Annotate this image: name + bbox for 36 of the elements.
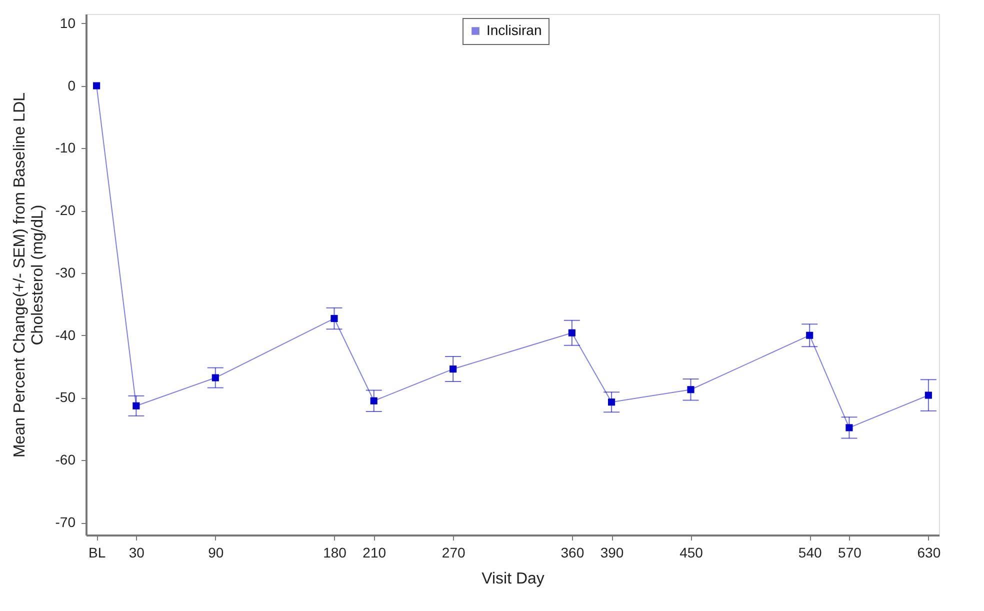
point bbox=[450, 365, 457, 373]
y-tick-label: -60 bbox=[55, 452, 76, 468]
y-tick-label: -40 bbox=[55, 326, 76, 343]
x-tick-label: 30 bbox=[128, 544, 145, 560]
x-tick-label: 540 bbox=[798, 544, 822, 560]
y-tick-label: -20 bbox=[55, 202, 76, 218]
point bbox=[687, 386, 694, 394]
x-tick-label: 390 bbox=[600, 544, 624, 560]
point bbox=[806, 332, 814, 339]
legend-label: Inclisiran bbox=[486, 22, 542, 38]
y-axis-title: Mean Percent Change(+/- SEM) from Baseline LDL Cholesterol (mg/dL) bbox=[11, 92, 46, 458]
point bbox=[93, 82, 100, 90]
point bbox=[212, 374, 219, 382]
x-tick-label: 180 bbox=[323, 544, 347, 560]
x-tick-label: 270 bbox=[442, 544, 466, 560]
x-tick-label: 90 bbox=[208, 544, 224, 560]
x-tick-label: 210 bbox=[362, 544, 386, 560]
x-tick-label: BL bbox=[88, 544, 106, 560]
point bbox=[330, 314, 338, 322]
y-tick-label: -70 bbox=[55, 514, 76, 530]
point bbox=[132, 402, 140, 410]
y-tick-label: 0 bbox=[68, 77, 76, 94]
x-tick-label: 570 bbox=[838, 544, 862, 560]
y-tick-label: -50 bbox=[55, 389, 76, 406]
x-tick-label: 450 bbox=[680, 544, 704, 560]
y-tick-label: -10 bbox=[55, 140, 76, 156]
point bbox=[608, 398, 616, 406]
point bbox=[370, 397, 378, 404]
x-tick-label: 360 bbox=[560, 544, 584, 560]
point bbox=[846, 424, 853, 432]
point bbox=[568, 329, 576, 336]
y-tick-label: -30 bbox=[55, 264, 76, 280]
x-axis-title: Visit Day bbox=[482, 570, 544, 588]
point bbox=[924, 392, 932, 399]
y-tick-label: 10 bbox=[60, 14, 76, 31]
x-tick-label: 630 bbox=[917, 544, 941, 560]
